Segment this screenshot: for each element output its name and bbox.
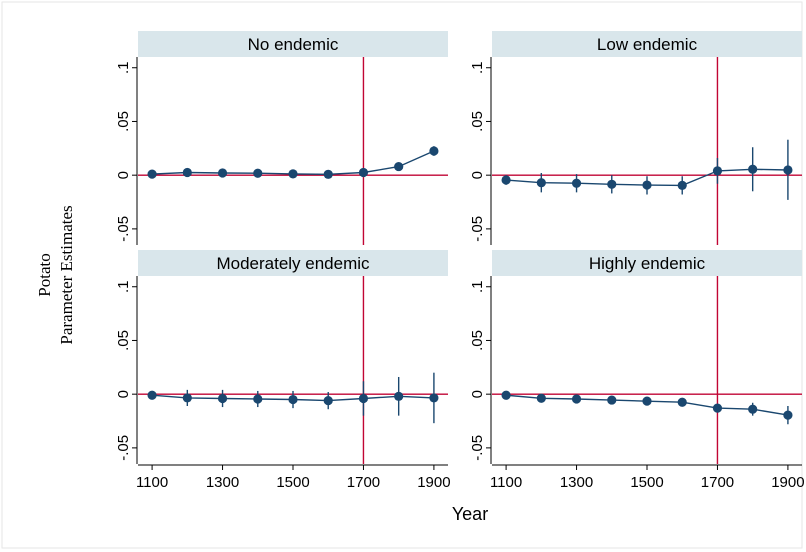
panel-title: Highly endemic [589,254,706,273]
y-axis-title-line-1: Potato [35,253,54,296]
y-axis-title-line-2: Parameter Estimates [57,205,76,344]
x-tick-label: 1300 [206,474,239,491]
x-tick-label: 1900 [417,474,450,491]
data-point [288,169,298,179]
panel-strip [138,31,448,57]
panel-grid: No endemic .1 .05 0 -.05 Low endemic .1 .05 0 -.0… [115,31,805,491]
y-tick-label: -.05 [115,435,132,461]
data-point [571,394,582,404]
y-tick-label: .1 [469,280,486,293]
x-tick-label: 1500 [276,474,309,491]
y-tick-label: 0 [115,171,132,179]
data-point [536,178,546,188]
data-point [394,161,404,172]
data-point [783,410,793,420]
x-tick-label: 1700 [347,474,380,491]
data-point [323,396,333,406]
data-point [607,179,617,189]
data-point [571,178,582,188]
x-tick-label: 1700 [701,474,734,491]
x-tick-label: 1100 [136,474,168,491]
data-point [748,404,758,414]
x-tick-label: 1300 [560,474,593,491]
data-point [783,165,793,175]
data-point [147,169,157,179]
panel-strip [492,31,802,57]
data-point [712,166,723,176]
data-point [536,393,546,403]
y-tick-label: 0 [469,390,486,398]
y-tick-label: -.05 [469,216,486,242]
data-point [182,393,192,403]
data-point [147,390,157,400]
data-point [748,164,758,174]
data-point [501,390,511,400]
panel-1: No endemic .1 .05 0 -.05 [115,31,448,245]
panel-title: No endemic [248,35,339,54]
data-point [253,394,263,404]
data-point [358,167,369,178]
data-point [288,394,298,405]
panel-strip [138,250,448,276]
panel-title: Moderately endemic [216,254,370,273]
data-point [182,167,192,178]
x-tick-label: 1500 [630,474,663,491]
data-point [358,393,369,404]
data-point [429,393,439,403]
y-tick-label: .1 [115,61,132,74]
data-point [642,180,652,190]
data-point [429,146,439,156]
y-tick-label: .05 [469,330,486,351]
x-tick-label: 1100 [490,474,522,491]
panel-strip [492,250,802,276]
y-tick-label: .1 [115,280,132,293]
y-axis-title: Potato Parameter Estimates [35,205,76,344]
data-point [642,396,652,406]
y-tick-label: 0 [115,390,132,398]
y-tick-label: .05 [115,330,132,351]
y-tick-label: -.05 [115,216,132,242]
data-point [677,397,687,407]
x-tick-label: 1900 [771,474,804,491]
y-tick-label: 0 [469,171,486,179]
y-tick-label: -.05 [469,435,486,461]
data-point [501,175,511,185]
data-point [394,391,404,401]
y-tick-label: .05 [115,111,132,132]
panel-2: Low endemic .1 .05 0 -.05 [469,31,802,245]
y-tick-label: .1 [469,61,486,74]
panel-title: Low endemic [597,35,698,54]
data-point [253,168,263,178]
data-point [323,169,333,179]
data-point [217,168,228,178]
data-point [712,403,723,413]
data-point [677,180,687,190]
data-point [217,393,228,404]
x-axis-title: Year [452,504,488,524]
data-point [607,395,617,405]
y-tick-label: .05 [469,111,486,132]
